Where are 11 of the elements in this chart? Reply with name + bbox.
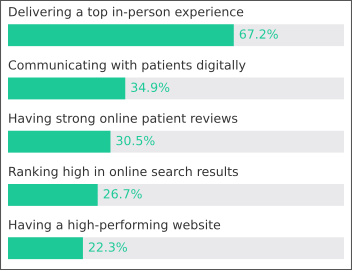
data-label: 34.9%: [131, 82, 170, 92]
y-tick-label: Having strong online patient reviews: [9, 113, 238, 126]
bar: [8, 237, 83, 260]
data-label: 30.5%: [116, 136, 155, 146]
data-label: 26.7%: [104, 189, 142, 199]
data-label: 22.3%: [88, 242, 127, 252]
data-label: 67.2%: [240, 29, 278, 39]
y-tick-label: Delivering a top in-person experience: [9, 6, 244, 19]
y-tick-label: Ranking high in online search results: [9, 166, 238, 179]
y-tick-label: Communicating with patients digitally: [8, 60, 246, 72]
y-tick-label: Having a high-performing website: [9, 220, 220, 232]
